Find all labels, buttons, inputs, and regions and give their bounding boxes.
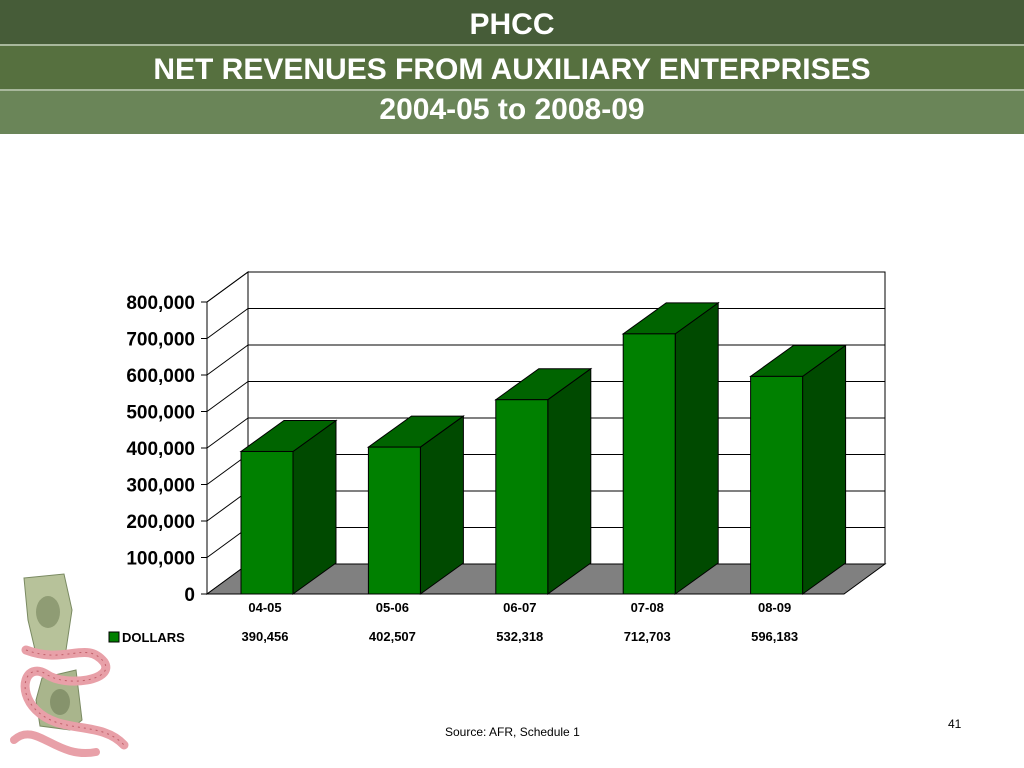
title-band-middle bbox=[0, 45, 1024, 90]
y-tick-label: 100,000 bbox=[126, 549, 195, 570]
title-band: PHCC NET REVENUES FROM AUXILIARY ENTERPR… bbox=[0, 0, 1024, 134]
y-tick-label: 0 bbox=[184, 585, 195, 606]
title-line-1: PHCC bbox=[469, 8, 555, 41]
x-tick-label: 05-06 bbox=[376, 600, 409, 615]
y-tick-label: 300,000 bbox=[126, 476, 195, 497]
title-line-3: 2004-05 to 2008-09 bbox=[379, 93, 645, 126]
bar-side bbox=[802, 344, 847, 595]
bar-side bbox=[674, 301, 719, 595]
gridline-side bbox=[206, 417, 249, 449]
legend-swatch bbox=[108, 631, 120, 643]
gridline-side bbox=[206, 344, 249, 376]
y-tick-label: 700,000 bbox=[126, 330, 195, 351]
band-divider bbox=[0, 89, 1024, 91]
x-tick-label: 04-05 bbox=[248, 600, 281, 615]
y-tick-label: 500,000 bbox=[126, 403, 195, 424]
gridline-side bbox=[206, 271, 249, 303]
x-tick-label: 08-09 bbox=[758, 600, 791, 615]
page-number: 41 bbox=[948, 717, 962, 731]
gridline-side bbox=[206, 308, 249, 339]
data-label: 596,183 bbox=[751, 629, 798, 644]
y-tick-label: 200,000 bbox=[126, 512, 195, 533]
data-label: 402,507 bbox=[369, 629, 416, 644]
source-note: Source: AFR, Schedule 1 bbox=[445, 725, 580, 739]
bar bbox=[622, 333, 676, 595]
data-label: 390,456 bbox=[242, 629, 289, 644]
x-tick-label: 07-08 bbox=[631, 600, 664, 615]
band-divider bbox=[0, 44, 1024, 46]
title-line-2: NET REVENUES FROM AUXILIARY ENTERPRISES bbox=[153, 53, 871, 86]
y-tick-label: 800,000 bbox=[126, 293, 195, 314]
y-tick-label: 400,000 bbox=[126, 439, 195, 460]
y-tick-label: 600,000 bbox=[126, 366, 195, 387]
legend-label: DOLLARS bbox=[122, 630, 185, 645]
x-tick-label: 06-07 bbox=[503, 600, 536, 615]
title-band-top bbox=[0, 0, 1024, 45]
bar-side bbox=[547, 367, 592, 595]
bar bbox=[495, 399, 549, 595]
bar bbox=[240, 450, 294, 595]
data-label: 712,703 bbox=[624, 629, 671, 644]
bar bbox=[750, 375, 804, 595]
bar bbox=[367, 446, 421, 595]
dollar-bill-measuring-tape-image bbox=[10, 573, 129, 758]
data-label: 532,318 bbox=[496, 629, 543, 644]
title-band-bottom bbox=[0, 90, 1024, 134]
gridline-side bbox=[206, 381, 249, 412]
